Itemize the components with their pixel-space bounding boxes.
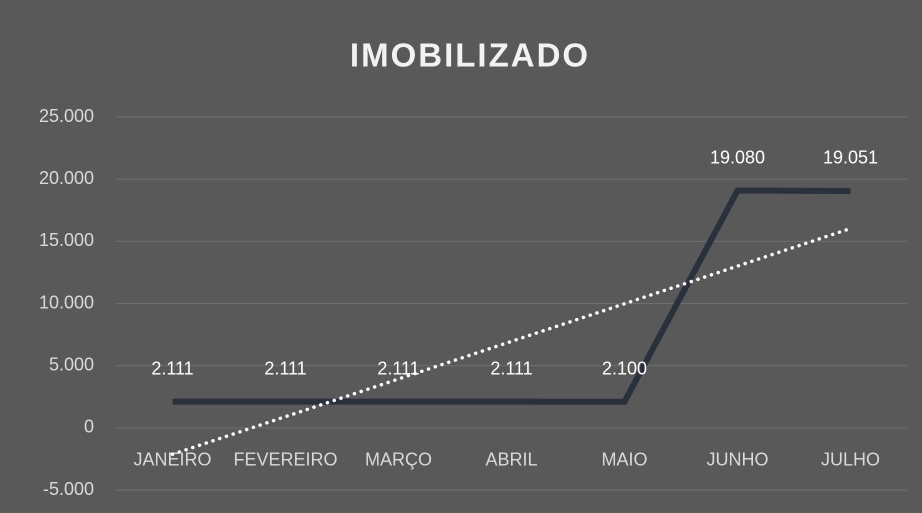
y-tick-label: 5.000 (49, 354, 94, 374)
x-tick-label: FEVEREIRO (233, 450, 337, 470)
data-label: 2.111 (264, 358, 306, 378)
y-tick-label: 15.000 (39, 230, 94, 250)
data-label: 2.111 (490, 358, 532, 378)
x-tick-label: JUNHO (707, 450, 769, 470)
x-tick-label: MAIO (601, 450, 647, 470)
data-label: 2.111 (377, 358, 419, 378)
trendline (170, 226, 853, 457)
y-tick-label: 0 (84, 417, 94, 437)
data-label: 2.100 (602, 358, 647, 378)
chart-title: IMOBILIZADO (350, 37, 590, 74)
data-label: 19.080 (710, 147, 765, 167)
x-tick-label: ABRIL (485, 450, 537, 470)
data-label: 19.051 (823, 148, 878, 168)
y-tick-label: -5.000 (43, 479, 94, 499)
y-tick-label: 20.000 (39, 168, 94, 188)
y-tick-label: 10.000 (39, 292, 94, 312)
y-tick-label: 25.000 (39, 106, 94, 126)
x-tick-label: MARÇO (365, 450, 432, 470)
x-tick-label: JULHO (821, 450, 880, 470)
data-label: 2.111 (151, 358, 193, 378)
x-tick-label: JANEIRO (133, 450, 211, 470)
data-line (172, 187, 851, 405)
